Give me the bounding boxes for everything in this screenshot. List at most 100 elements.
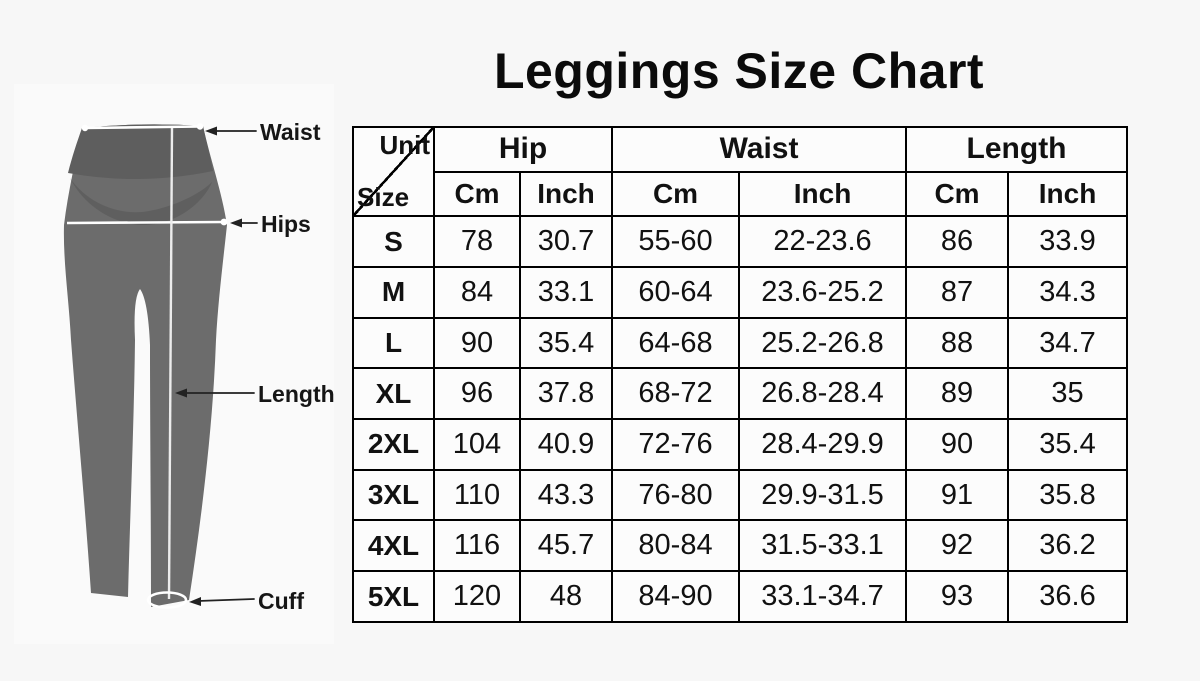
table-cell: 110: [433, 468, 521, 522]
waist-inch-header: Inch: [738, 170, 908, 218]
table-cell: 64-68: [611, 316, 741, 370]
table-cell: 68-72: [611, 367, 741, 421]
cuff-arrow-head: [189, 597, 201, 606]
table-cell: 72-76: [611, 418, 741, 471]
hip-inch-header: Inch: [518, 170, 614, 218]
table-cell: 87: [905, 265, 1010, 319]
table-cell: 31.5-33.1: [738, 519, 908, 573]
hips-line-right-dot: [220, 218, 228, 226]
waist-cm-header: Cm: [611, 170, 741, 218]
table-cell: 80-84: [611, 519, 741, 573]
table-cell: 33.9: [1007, 215, 1129, 268]
length-inch-header: Inch: [1007, 170, 1129, 218]
table-cell: 96: [433, 367, 521, 421]
hip-group-header: Hip: [432, 126, 614, 173]
table-cell: 88: [905, 316, 1010, 370]
row-size-label: XL: [352, 367, 435, 421]
table-row: 3XL 110 43.3 76-80 29.9-31.5 91 35.8: [352, 468, 1129, 522]
table-cell: 25.2-26.8: [738, 316, 908, 370]
table-cell: 78: [433, 215, 521, 268]
table-cell: 35.4: [518, 316, 614, 370]
table-cell: 33.1: [518, 265, 614, 319]
table-cell: 36.2: [1007, 519, 1129, 573]
table-cell: 93: [905, 570, 1010, 623]
table-row: 5XL 120 48 84-90 33.1-34.7 93 36.6: [352, 570, 1129, 623]
table-cell: 33.1-34.7: [738, 570, 908, 623]
table-cell: 22-23.6: [738, 215, 908, 268]
leggings-silhouette-image: [63, 124, 228, 608]
group-header-row: Unit Size Hip Waist Length: [352, 125, 1129, 218]
waist-group-header: Waist: [611, 126, 908, 173]
hip-cm-header: Cm: [433, 170, 521, 218]
row-size-label: M: [352, 265, 435, 319]
table-cell: 90: [905, 418, 1010, 471]
table-row: XL 96 37.8 68-72 26.8-28.4 89 35: [352, 367, 1129, 421]
length-group-header: Length: [905, 126, 1129, 173]
table-cell: 45.7: [518, 519, 614, 573]
row-size-label: 5XL: [352, 570, 435, 623]
table-cell: 34.3: [1007, 265, 1129, 319]
hips-arrow-head: [230, 218, 242, 228]
table-row: L 90 35.4 64-68 25.2-26.8 88 34.7: [352, 316, 1129, 370]
waist-line-left-dot: [81, 124, 89, 132]
table-cell: 55-60: [611, 215, 741, 268]
length-arrow-head: [175, 388, 187, 398]
row-size-label: 4XL: [352, 519, 435, 573]
table-cell: 23.6-25.2: [738, 265, 908, 319]
table-cell: 92: [905, 519, 1010, 573]
table-cell: 91: [905, 468, 1010, 522]
row-size-label: 2XL: [352, 418, 435, 471]
table-cell: 104: [433, 418, 521, 471]
waist-line-right-dot: [196, 123, 204, 130]
table-cell: 89: [905, 367, 1010, 421]
table-cell: 116: [433, 519, 521, 573]
table-cell: 28.4-29.9: [738, 418, 908, 471]
table-cell: 120: [433, 570, 521, 623]
row-size-label: S: [352, 215, 435, 268]
table-cell: 40.9: [518, 418, 614, 471]
waist-label: Waist: [260, 119, 321, 145]
table-cell: 29.9-31.5: [738, 468, 908, 522]
table-row: M 84 33.1 60-64 23.6-25.2 87 34.3: [352, 265, 1129, 319]
corner-size-label: Size: [357, 182, 410, 213]
table-cell: 84: [433, 265, 521, 319]
table-cell: 34.7: [1007, 316, 1129, 370]
hips-measure-line: [66, 220, 225, 225]
leggings-shading: [70, 178, 212, 226]
waist-arrow-head: [205, 126, 217, 136]
table-row: S 78 30.7 55-60 22-23.6 86 33.9: [352, 215, 1129, 268]
table-cell: 90: [433, 316, 521, 370]
table-row: 2XL 104 40.9 72-76 28.4-29.9 90 35.4: [352, 418, 1129, 471]
table-cell: 60-64: [611, 265, 741, 319]
row-size-label: L: [352, 316, 435, 370]
table-cell: 48: [518, 570, 614, 623]
length-label: Length: [258, 381, 335, 407]
corner-unit-label: Unit: [379, 130, 430, 160]
cuff-arrow-line: [197, 598, 255, 602]
leggings-waistband: [68, 124, 213, 180]
table-cell: 35.4: [1007, 418, 1129, 471]
table-cell: 35: [1007, 367, 1129, 421]
waist-measure-line: [84, 125, 201, 130]
measurement-lines: [66, 123, 228, 609]
size-chart-table: Unit Size Hip Waist Length Cm Inch Cm In…: [352, 125, 1129, 623]
unit-header-row: Cm Inch Cm Inch Cm Inch: [353, 170, 1129, 218]
table-cell: 43.3: [518, 468, 614, 522]
hips-label: Hips: [261, 211, 311, 237]
page-title: Leggings Size Chart: [493, 43, 985, 99]
table-cell: 84-90: [611, 570, 741, 623]
length-cm-header: Cm: [905, 170, 1010, 218]
table-cell: 86: [905, 215, 1010, 268]
table-cell: 30.7: [518, 215, 614, 268]
annotations: Waist Hips Length Cuff: [175, 119, 335, 614]
unit-size-corner-cell: Unit Size: [352, 125, 435, 218]
leggings-body: [63, 124, 228, 608]
table-cell: 36.6: [1007, 570, 1129, 623]
table-row: 4XL 116 45.7 80-84 31.5-33.1 92 36.2: [352, 519, 1129, 573]
table-cell: 35.8: [1007, 468, 1129, 522]
cuff-label: Cuff: [258, 588, 304, 614]
table-cell: 37.8: [518, 367, 614, 421]
row-size-label: 3XL: [352, 468, 435, 522]
leggings-diagram: Waist Hips Length Cuff: [14, 84, 335, 644]
